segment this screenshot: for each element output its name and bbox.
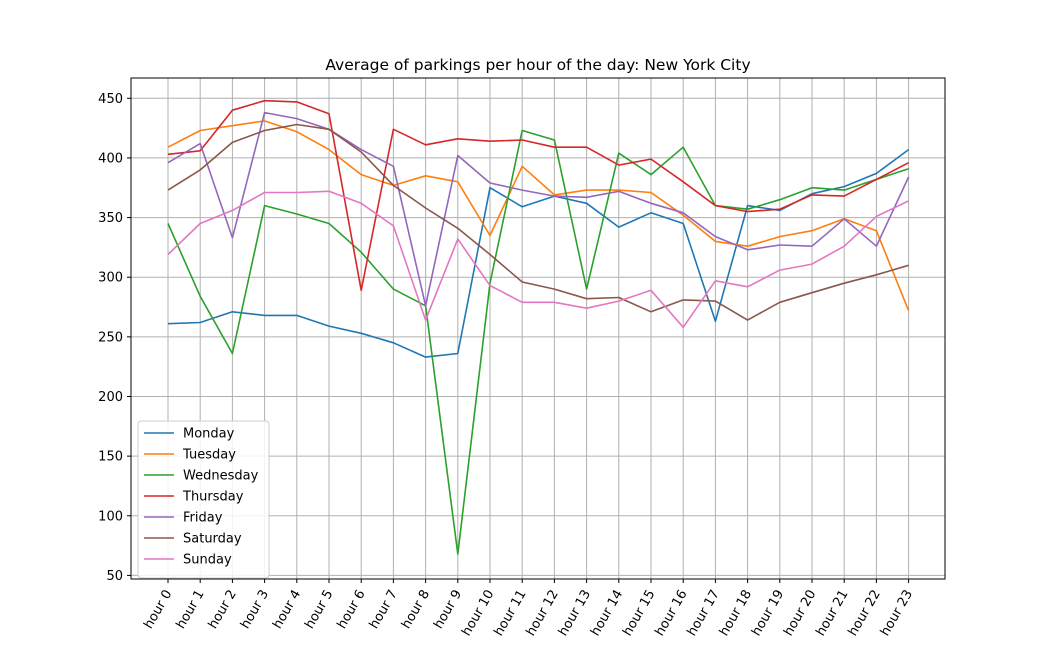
y-tick-label: 200 bbox=[98, 390, 123, 405]
y-tick-label: 150 bbox=[98, 450, 123, 465]
legend-label: Thursday bbox=[182, 490, 244, 505]
chart-title: Average of parkings per hour of the day:… bbox=[325, 56, 750, 74]
x-tick-label: hour 9 bbox=[431, 588, 465, 632]
series-lines bbox=[167, 99, 910, 555]
y-tick-label: 450 bbox=[98, 92, 123, 107]
legend: Monday Tuesday Wednesday Thursday Friday Satu… bbox=[137, 420, 270, 579]
legend-label: Wednesday bbox=[183, 469, 259, 484]
series-line-saturday bbox=[167, 123, 909, 321]
x-tick-label: hour 7 bbox=[367, 588, 401, 632]
x-tick-label: hour 1 bbox=[174, 588, 208, 632]
legend-label: Friday bbox=[183, 511, 223, 526]
y-tick-label: 350 bbox=[98, 211, 123, 226]
y-tick-label: 50 bbox=[106, 569, 123, 584]
grid-lines bbox=[131, 78, 945, 579]
x-tick-label: hour 6 bbox=[335, 588, 369, 632]
x-tick-label: hour 8 bbox=[399, 588, 433, 632]
legend-label: Tuesday bbox=[182, 448, 236, 463]
x-tick-label: hour 0 bbox=[141, 588, 175, 632]
x-tick-label: hour 2 bbox=[206, 588, 240, 632]
series-line-tuesday bbox=[167, 120, 910, 311]
x-tick-label: hour 4 bbox=[270, 588, 304, 632]
y-tick-label: 100 bbox=[98, 509, 123, 524]
y-tick-label: 400 bbox=[98, 151, 123, 166]
series-line-friday bbox=[167, 111, 910, 307]
series-line-wednesday bbox=[167, 129, 909, 555]
series-line-sunday bbox=[167, 190, 909, 329]
series-line-thursday bbox=[167, 99, 909, 292]
x-tick-label: hour 3 bbox=[238, 588, 272, 632]
x-tick-label: hour 5 bbox=[302, 588, 336, 632]
plot-frame bbox=[130, 77, 946, 580]
legend-label: Sunday bbox=[183, 553, 232, 568]
y-tick-label: 250 bbox=[98, 330, 123, 345]
legend-label: Saturday bbox=[183, 532, 242, 547]
y-tick-label: 300 bbox=[98, 271, 123, 286]
legend-label: Monday bbox=[183, 427, 235, 442]
